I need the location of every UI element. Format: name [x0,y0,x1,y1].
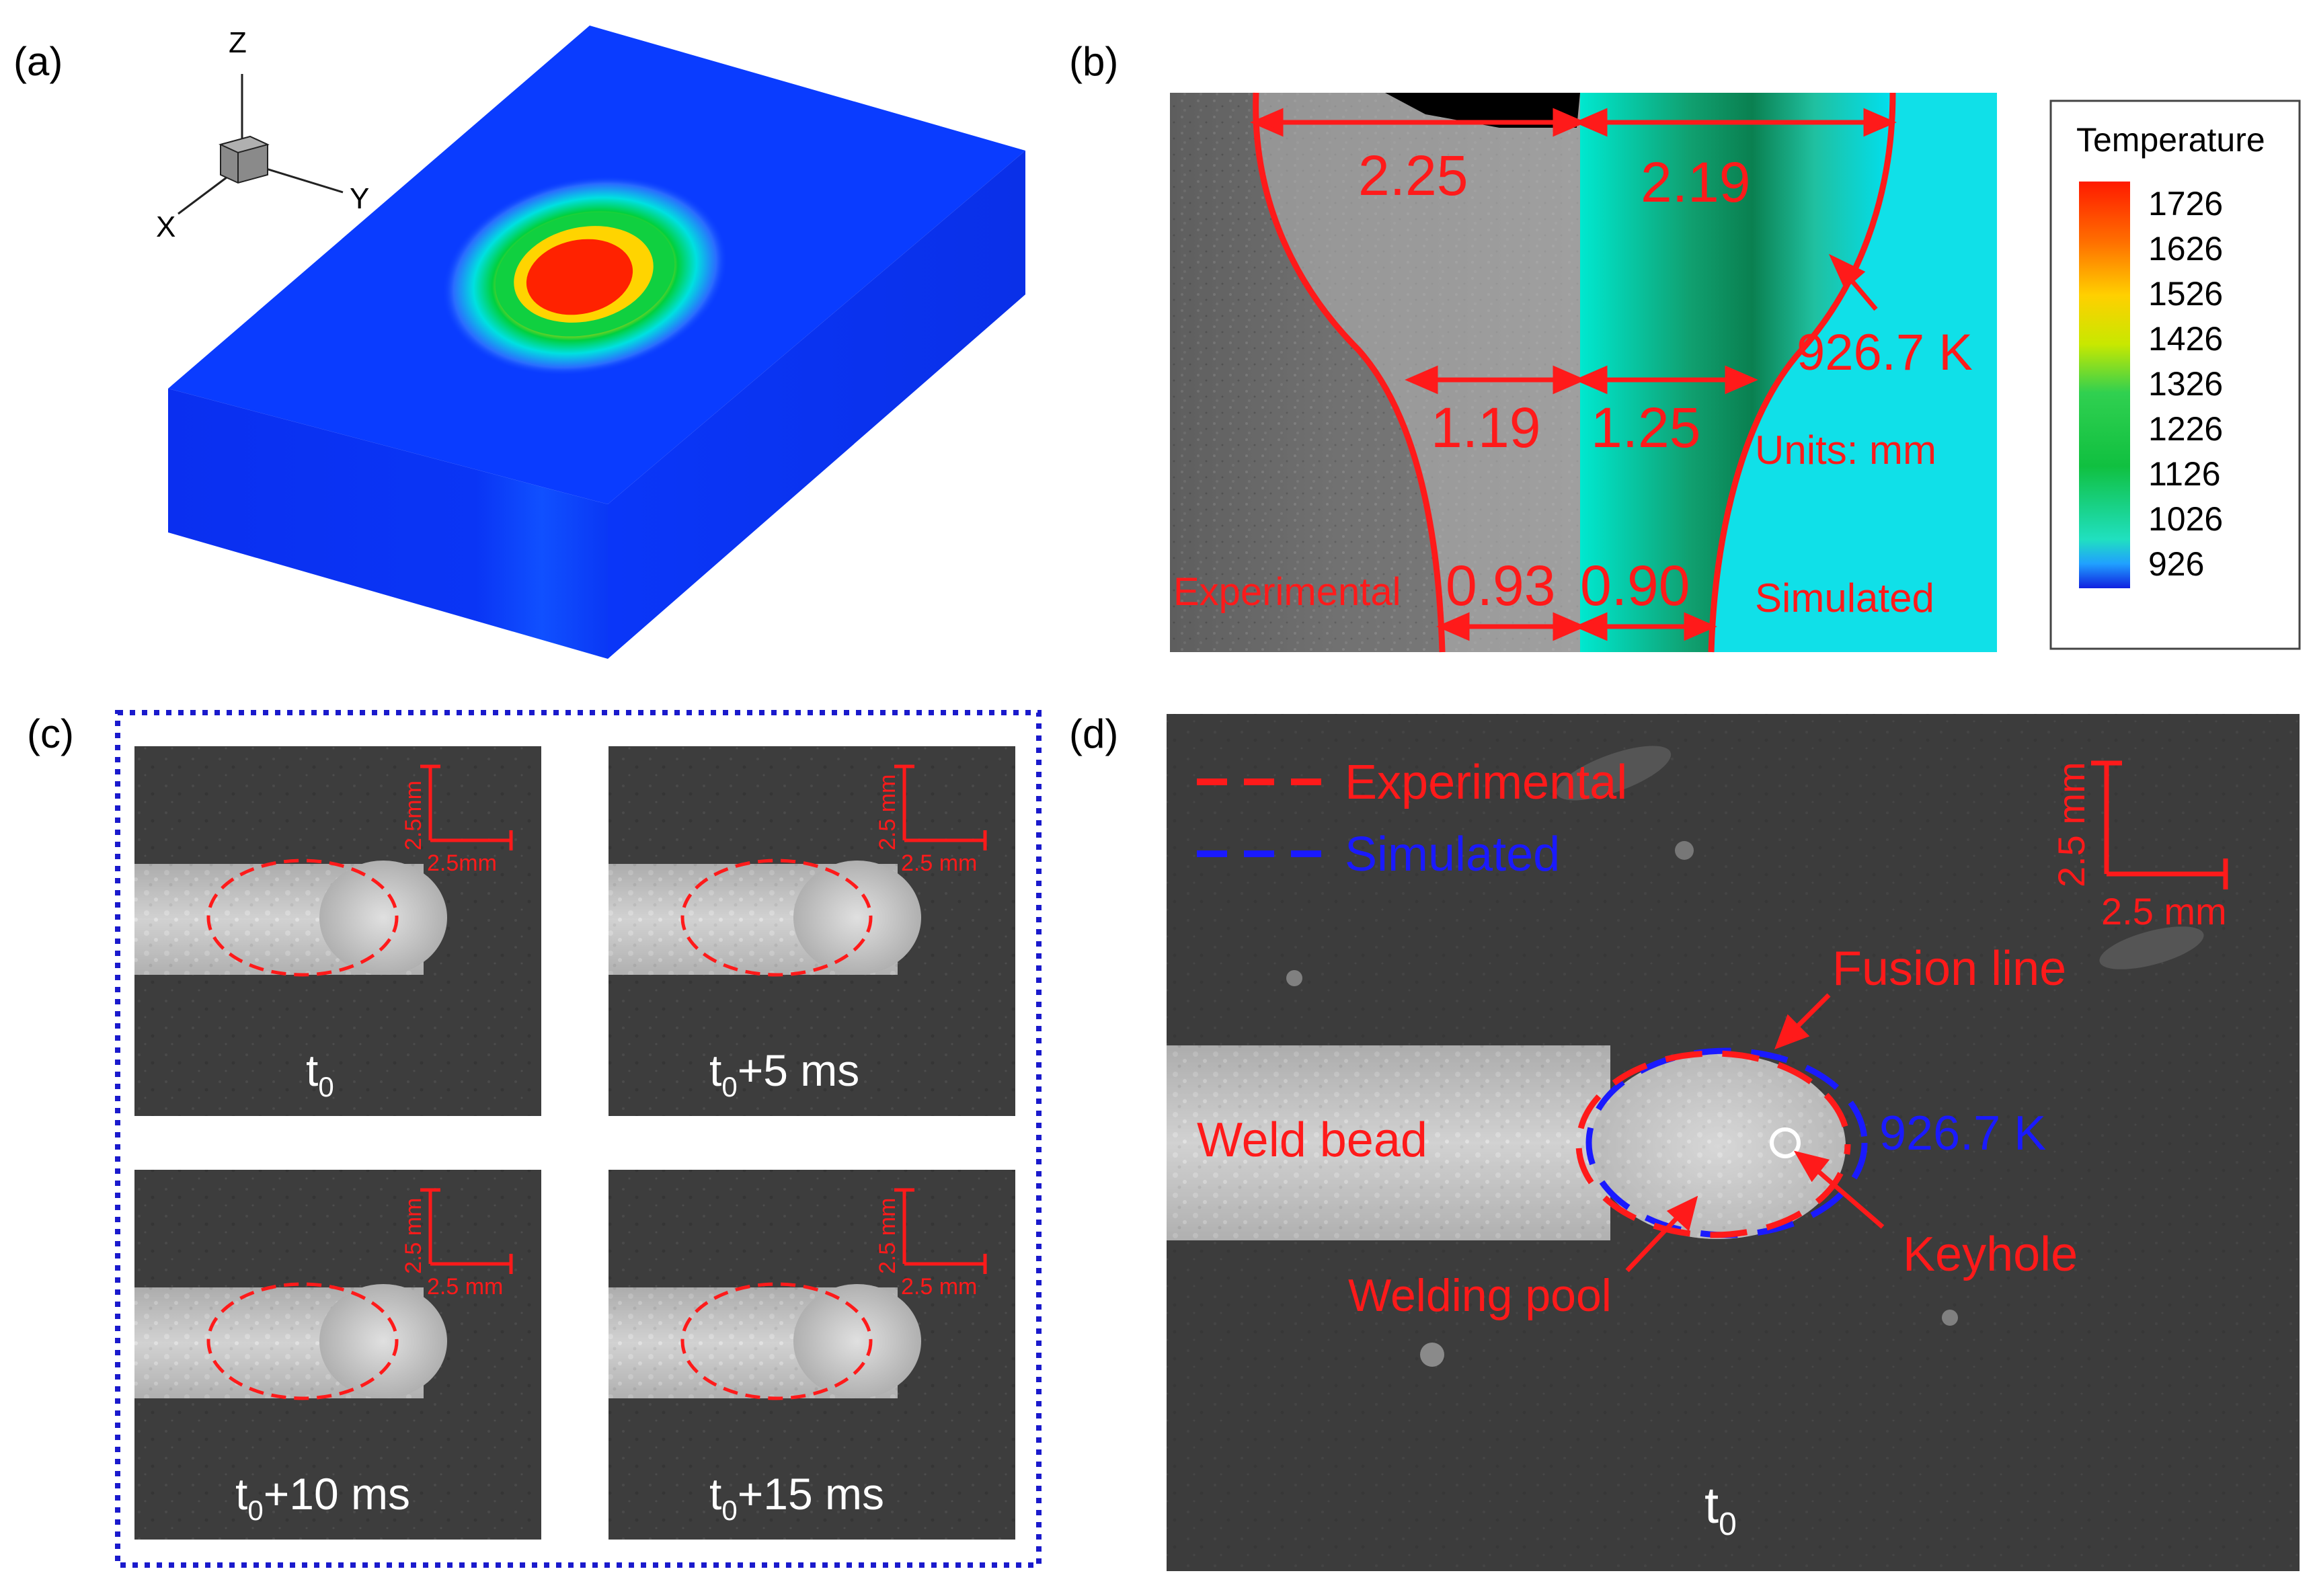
legend-tick-label: 1626 [2148,230,2223,268]
scale-vertical-c: 2.5mm [401,781,426,850]
dim-mid-right: 1.25 [1591,396,1701,459]
scale-vertical-c: 2.5 mm [401,1198,426,1274]
dim-bottom-left: 0.93 [1446,554,1556,617]
legend-tick-label: 1226 [2148,410,2223,448]
legend-title: Temperature [2076,121,2265,159]
keyhole-label: Keyhole [1903,1228,2078,1281]
scale-vertical-c: 2.5 mm [875,1198,900,1274]
scale-vertical-c: 2.5 mm [875,774,900,850]
axis-z-label: Z [229,26,247,59]
dimension-arrows [1250,108,1897,641]
experimental-label-b: Experimental [1173,570,1401,614]
scale-bar-c [894,764,987,850]
legend-tick-label: 1426 [2148,320,2223,358]
frame-time-label: t0+10 ms [235,1469,410,1526]
scale-horizontal-d: 2.5 mm [2101,890,2227,932]
panel-b: (b) [1069,39,2301,653]
scale-horizontal-c: 2.5 mm [427,1274,503,1300]
panel-label-c: (c) [27,711,74,756]
pool-contour [206,859,399,977]
panel-label-b: (b) [1069,39,1118,84]
dim-top-left: 2.25 [1358,144,1468,207]
pool-contour [680,859,873,977]
panel-label-d: (d) [1069,711,1118,756]
frame-1: 2.5 mm2.5 mm t0+5 ms [609,746,1015,1116]
legend-tick-label: 1126 [2148,455,2221,493]
frame-3: 2.5 mm2.5 mm t0+15 ms [609,1170,1015,1540]
block-front-face [168,389,608,659]
scale-horizontal-c: 2.5 mm [901,850,977,876]
legend-tick-label: 1726 [2148,185,2223,223]
dim-top-right: 2.19 [1641,151,1751,214]
pool-contour [680,1282,873,1400]
units-label: Units: mm [1755,428,1936,473]
axis-y-label: Y [350,182,369,215]
experimental-fusion-zone [1255,93,1580,652]
legend-colorbar [2079,182,2130,588]
dim-bottom-right: 0.90 [1580,554,1690,617]
legend-simulated-d: Simulated [1345,828,1560,881]
legend-tick-label: 1326 [2148,365,2223,403]
scale-horizontal-c: 2.5 mm [901,1274,977,1300]
scale-bar-c [420,1188,513,1274]
scale-horizontal-c: 2.5mm [427,850,497,876]
experimental-fusion-line [1253,92,1446,653]
time-label-d: t0 [1704,1477,1737,1542]
experimental-contour-d [1575,1050,1851,1238]
isotherm-label-b: 926.7 K [1797,324,1973,381]
axis-x-label: X [156,210,175,243]
black-cap [1385,93,1580,128]
temperature-legend: Temperature 1726 1626 1526 1426 1326 1226 1126… [2049,99,2301,650]
simulated-fusion-line [1708,92,1896,653]
simulated-label-b: Simulated [1755,575,1934,621]
block-side-face [608,151,1025,659]
panel-a: (a) Z X Y [13,26,1025,659]
red-melt-zone [526,239,633,315]
welding-pool-label: Welding pool [1348,1270,1612,1321]
weld-bead-label: Weld bead [1197,1113,1427,1167]
frame-2: 2.5 mm2.5 mm t0+10 ms [134,1170,541,1540]
legend-experimental-d: Experimental [1345,756,1627,809]
scale-vertical-d: 2.5 mm [2050,762,2092,887]
keyhole-ring [1770,1127,1801,1158]
isotherm-label-d: 926.7 K [1879,1107,2046,1160]
frame-time-label: t0 [306,1045,334,1103]
scale-bar-c [420,764,513,850]
legend-tick-label: 1526 [2148,275,2223,313]
fusion-line-label: Fusion line [1832,942,2066,996]
panel-label-a: (a) [13,39,63,84]
panel-d: (d) Experimental Simulated 2.5 mm [1069,711,2300,1571]
scale-bar-c [894,1188,987,1274]
pool-contour [206,1282,399,1400]
frame-time-label: t0+15 ms [709,1469,884,1526]
frame-time-label: t0+5 ms [709,1045,859,1103]
scale-bar-d [2091,760,2228,889]
legend-tick-label: 1026 [2148,500,2223,538]
legend-tick-label: 926 [2148,545,2204,583]
dim-mid-left: 1.19 [1431,396,1541,459]
axis-triad: Z X Y [156,26,369,243]
annotation-arrows-d [1625,993,1885,1273]
dotted-frame [115,710,1042,1568]
